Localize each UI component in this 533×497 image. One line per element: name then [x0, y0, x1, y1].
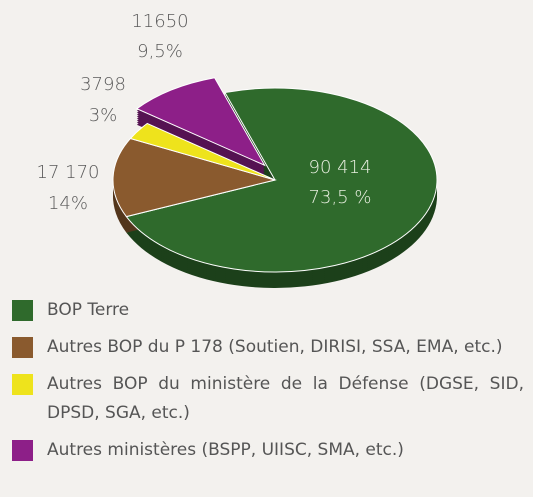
legend: BOP Terre Autres BOP du P 178 (Soutien, D…	[12, 296, 524, 473]
percentage-label: 9,5%	[137, 41, 183, 62]
slice	[135, 77, 266, 167]
legend-swatch	[12, 374, 33, 395]
legend-item: Autres ministères (BSPP, UIISC, SMA, etc…	[12, 436, 524, 465]
slice	[125, 87, 438, 273]
legend-swatch	[12, 440, 33, 461]
value-label: 3798	[80, 74, 126, 95]
legend-label: BOP Terre	[47, 300, 130, 320]
slice	[129, 122, 276, 181]
legend-item: Autres BOP du P 178 (Soutien, DIRISI, SS…	[12, 333, 524, 362]
percentage-label: 14%	[48, 193, 88, 214]
legend-swatch	[12, 337, 33, 358]
value-label: 17 170	[37, 162, 100, 183]
legend-label: Autres ministères (BSPP, UIISC, SMA, etc…	[47, 440, 404, 460]
chart: 90 414 73,5 % 17 170 14% 3798 3% 11650 9,5%	[37, 11, 438, 288]
legend-item: Autres BOP du ministère de la Défense (D…	[12, 370, 524, 428]
slice	[112, 137, 277, 218]
value-label: 90 414	[309, 157, 372, 178]
percentage-label: 73,5 %	[309, 187, 372, 208]
legend-item: BOP Terre	[12, 296, 524, 325]
legend-swatch	[12, 300, 33, 321]
legend-label: Autres BOP du P 178 (Soutien, DIRISI, SS…	[47, 337, 503, 357]
legend-label: Autres BOP du ministère de la Défense (D…	[47, 374, 524, 423]
value-label: 11650	[131, 11, 188, 32]
percentage-label: 3%	[89, 105, 118, 126]
